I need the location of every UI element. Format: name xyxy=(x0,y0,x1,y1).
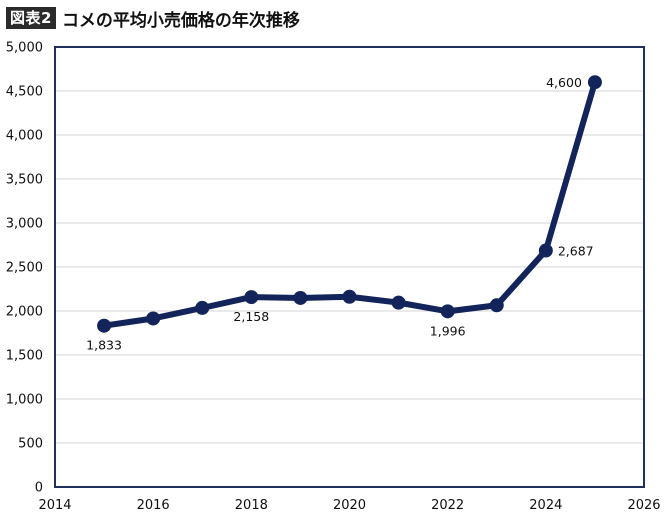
x-tick-label: 2022 xyxy=(431,498,464,513)
figure-number-badge: 図表2 xyxy=(6,7,56,29)
y-tick-label: 0 xyxy=(35,481,43,496)
y-tick-label: 3,500 xyxy=(6,173,43,188)
data-point xyxy=(391,295,406,310)
x-tick-label: 2024 xyxy=(529,498,562,513)
data-point xyxy=(538,243,553,258)
data-label: 1,996 xyxy=(430,323,466,338)
data-label: 1,833 xyxy=(86,338,122,353)
y-tick-label: 4,000 xyxy=(6,129,43,144)
data-point xyxy=(587,75,602,90)
x-tick-label: 2016 xyxy=(137,498,170,513)
data-point xyxy=(342,289,357,304)
series-price xyxy=(97,75,602,333)
y-tick-label: 2,500 xyxy=(6,261,43,276)
y-tick-label: 5,000 xyxy=(6,41,43,56)
y-tick-label: 3,000 xyxy=(6,217,43,232)
y-tick-label: 1,000 xyxy=(6,393,43,408)
y-tick-label: 1,500 xyxy=(6,349,43,364)
x-tick-label: 2014 xyxy=(38,498,71,513)
plot-frame xyxy=(54,46,645,488)
series-line xyxy=(101,79,598,329)
x-tick-label: 2020 xyxy=(333,498,366,513)
y-tick-label: 2,000 xyxy=(6,305,43,320)
chart-header: 図表2 コメの平均小売価格の年次推移 xyxy=(6,6,300,31)
axis-tick-labels: 0 500 1,000 1,500 2,000 2,500 3,000 3,500 4,000 4… xyxy=(6,41,661,514)
y-tick-label: 500 xyxy=(18,437,43,452)
grid-lines xyxy=(55,90,644,444)
data-label: 4,600 xyxy=(546,75,582,90)
data-point xyxy=(293,290,308,305)
data-point xyxy=(195,300,210,315)
data-point xyxy=(97,318,112,333)
data-label: 2,687 xyxy=(558,244,594,259)
data-point xyxy=(146,311,161,326)
x-tick-label: 2026 xyxy=(627,498,660,513)
data-point xyxy=(440,304,455,319)
chart-title: コメの平均小売価格の年次推移 xyxy=(61,10,300,31)
x-tick-label: 2018 xyxy=(235,498,268,513)
data-label: 2,158 xyxy=(233,309,269,324)
y-tick-label: 4,500 xyxy=(6,85,43,100)
data-labels: 1,833 2,158 1,996 2,687 4,600 xyxy=(86,75,593,352)
data-point xyxy=(244,290,259,305)
data-point xyxy=(489,298,504,313)
